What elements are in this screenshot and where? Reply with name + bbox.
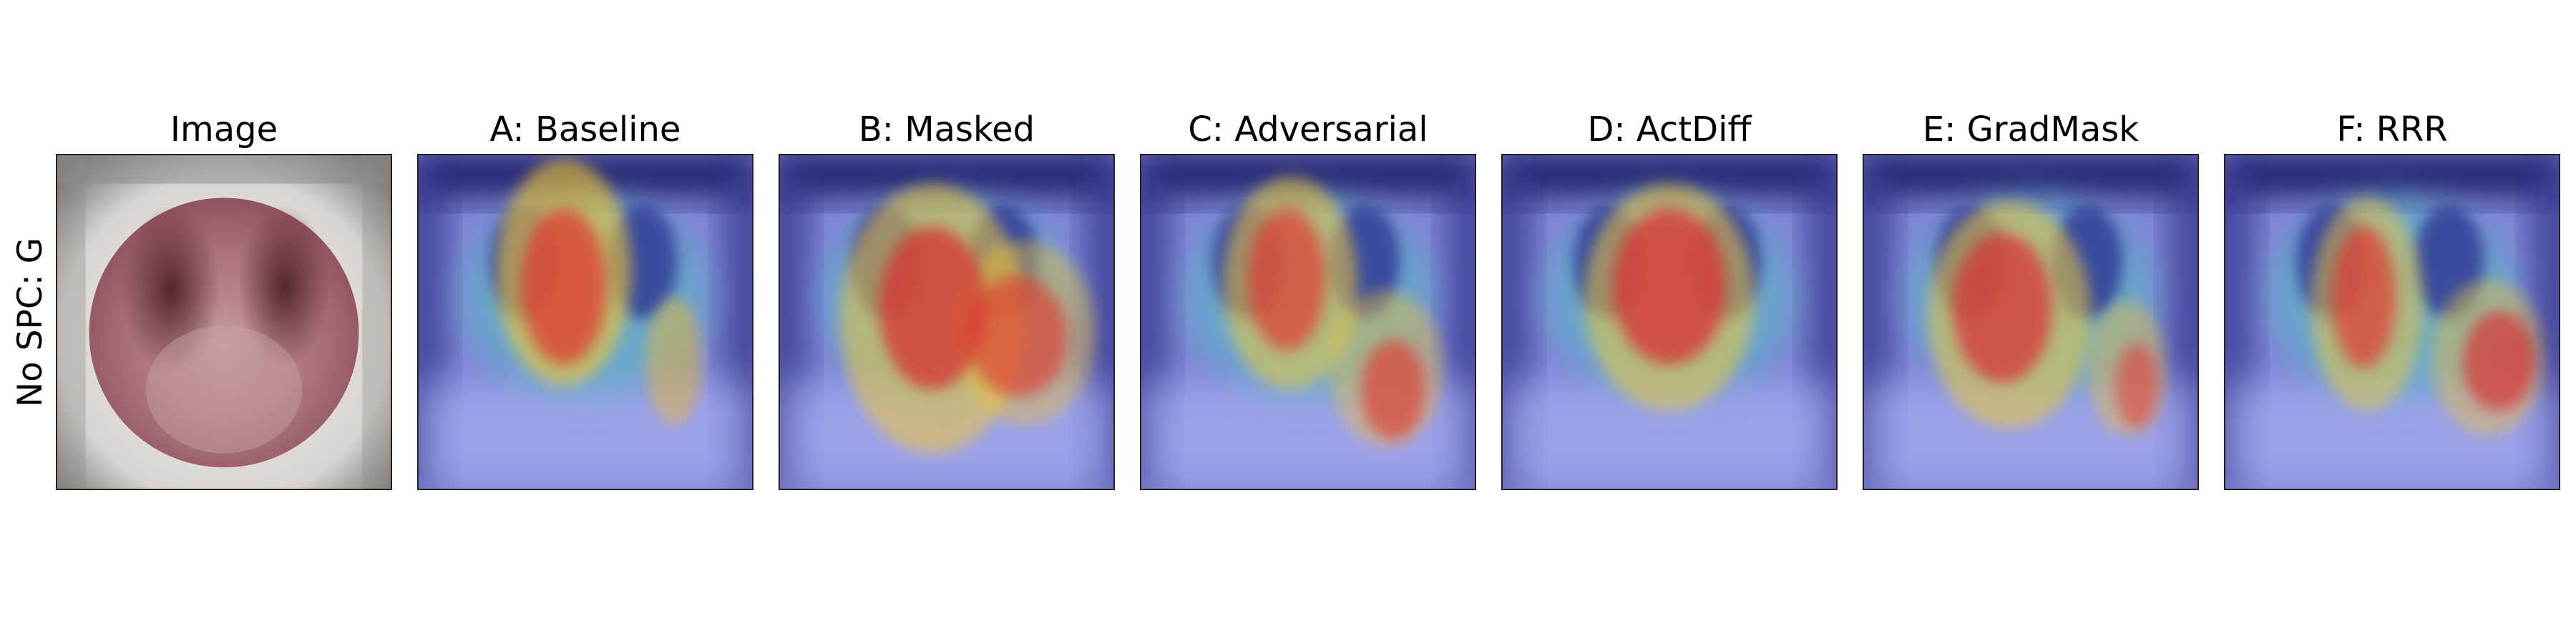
saliency-heatmap [780, 155, 1113, 489]
row-label-text: No SPC: G [11, 237, 51, 407]
panel-image: Image [56, 107, 392, 490]
panel-title-baseline: A: Baseline [489, 109, 681, 150]
saliency-heatmap [419, 155, 752, 489]
chest-xray-masked-image [57, 155, 391, 489]
saliency-frame [1501, 154, 1838, 490]
panel-title-gradmask: E: GradMask [1922, 109, 2140, 150]
panel-title-image: Image [170, 109, 278, 150]
saliency-heatmap [1503, 155, 1836, 489]
panel-rrr: F: RRR [2224, 107, 2560, 490]
panel-actdiff: D: ActDiff [1501, 107, 1838, 490]
row-label: No SPC: G [6, 154, 56, 490]
panel-title-rrr: F: RRR [2336, 109, 2448, 150]
saliency-frame [1140, 154, 1476, 490]
panel-title-actdiff: D: ActDiff [1587, 109, 1752, 150]
image-frame [56, 154, 392, 490]
panel-adversarial: C: Adversarial [1140, 107, 1476, 490]
saliency-frame [1863, 154, 2199, 490]
saliency-frame [779, 154, 1115, 490]
saliency-heatmap [2225, 155, 2559, 489]
panel-baseline: A: Baseline [417, 107, 753, 490]
saliency-heatmap [1141, 155, 1475, 489]
saliency-heatmap [1864, 155, 2197, 489]
saliency-frame [417, 154, 753, 490]
panel-title-adversarial: C: Adversarial [1188, 109, 1428, 150]
panel-gradmask: E: GradMask [1863, 107, 2199, 490]
panel-masked: B: Masked [779, 107, 1115, 490]
saliency-frame [2224, 154, 2560, 490]
panel-title-masked: B: Masked [858, 109, 1035, 150]
